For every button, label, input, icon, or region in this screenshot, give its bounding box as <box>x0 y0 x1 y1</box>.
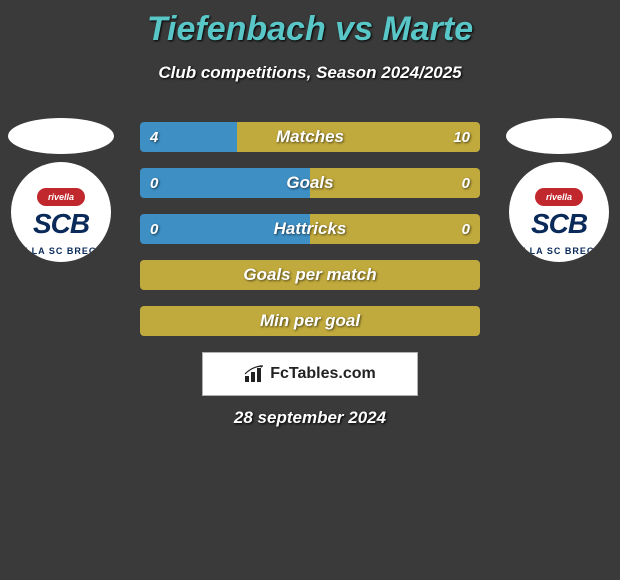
team-left-logo-group: rivella SCB ELLA SC BREGE <box>8 118 114 262</box>
ellipse-shadow-left <box>8 118 114 154</box>
fctables-watermark: FcTables.com <box>202 352 418 396</box>
fctables-text: FcTables.com <box>270 365 376 383</box>
page-title: Tiefenbach vs Marte <box>0 0 620 49</box>
bar-chart-icon <box>244 365 266 383</box>
bar-label: Goals per match <box>140 260 480 290</box>
bar-label: Goals <box>140 168 480 198</box>
team-badge-left: rivella SCB ELLA SC BREGE <box>11 162 111 262</box>
bar-value-left: 4 <box>150 122 158 152</box>
badge-abbr-left: SCB <box>33 208 89 240</box>
bar-value-left: 0 <box>150 214 158 244</box>
page-subtitle: Club competitions, Season 2024/2025 <box>0 63 620 83</box>
date-label: 28 september 2024 <box>0 408 620 428</box>
bar-label: Matches <box>140 122 480 152</box>
team-badge-right: rivella SCB ELLA SC BREGE <box>509 162 609 262</box>
stat-bar-row: Goals0 0 <box>140 168 480 198</box>
team-right-logo-group: rivella SCB ELLA SC BREGE <box>506 118 612 262</box>
bar-label: Hattricks <box>140 214 480 244</box>
ellipse-shadow-right <box>506 118 612 154</box>
stat-bar-row: Goals per match <box>140 260 480 290</box>
badge-arc-right: ELLA SC BREGE <box>516 246 602 256</box>
bar-value-right: 10 <box>453 122 470 152</box>
fctables-logo: FcTables.com <box>244 365 376 383</box>
bar-label: Min per goal <box>140 306 480 336</box>
bar-value-right: 0 <box>462 214 470 244</box>
sponsor-label-right: rivella <box>535 188 583 206</box>
comparison-bars: Matches410Goals00Hattricks00Goals per ma… <box>140 122 480 352</box>
bar-value-left: 0 <box>150 168 158 198</box>
stat-bar-row: Matches4 10 <box>140 122 480 152</box>
sponsor-label-left: rivella <box>37 188 85 206</box>
stat-bar-row: Min per goal <box>140 306 480 336</box>
stat-bar-row: Hattricks0 0 <box>140 214 480 244</box>
badge-abbr-right: SCB <box>531 208 587 240</box>
badge-arc-left: ELLA SC BREGE <box>18 246 104 256</box>
bar-value-right: 0 <box>462 168 470 198</box>
